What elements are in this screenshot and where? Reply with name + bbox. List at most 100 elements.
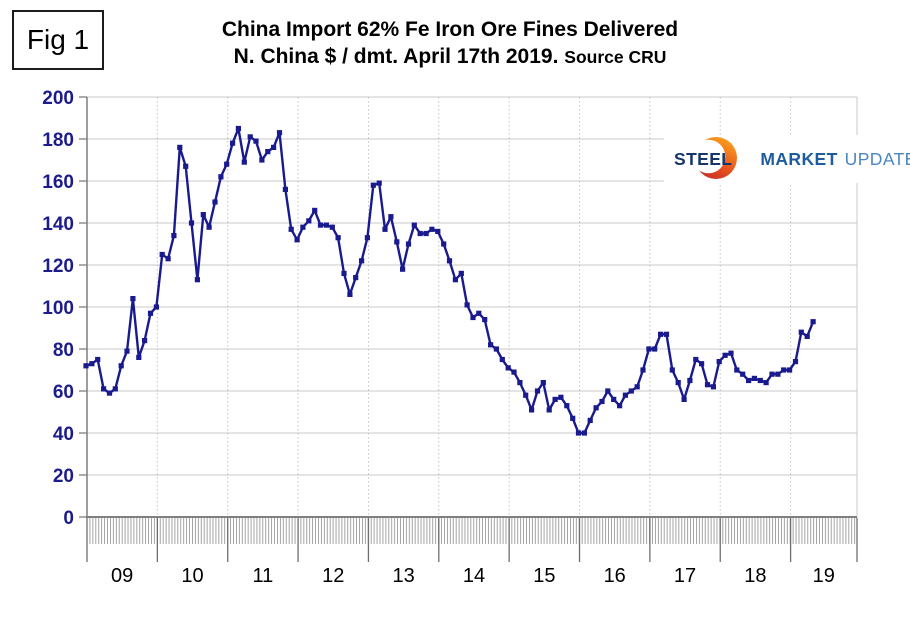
y-axis-label: 80 [53,340,74,361]
data-point-marker [493,346,499,352]
data-point-marker [159,251,165,258]
logo-word-update: UPDATE [844,149,910,169]
data-point-marker [611,396,617,402]
y-axis-label: 100 [42,298,74,319]
data-point-marker [663,331,670,337]
data-point-marker [488,342,494,348]
x-axis-year-label: 16 [604,565,626,587]
data-point-marker [740,371,746,377]
data-point-marker [787,367,793,373]
data-point-marker [411,222,417,228]
chart-title: China Import 62% Fe Iron Ore Fines Deliv… [110,16,790,71]
data-point-marker [194,277,200,283]
data-point-marker [769,371,775,377]
data-point-marker [511,369,517,375]
data-point-marker [499,356,505,363]
data-point-marker [722,352,728,358]
data-point-marker [546,407,552,413]
data-point-marker [118,363,124,369]
data-point-marker [523,392,529,398]
x-axis-year-label: 14 [463,565,485,587]
data-point-marker [810,319,816,325]
logo-text: STEEL MARKET UPDATE [674,149,910,170]
data-point-marker [171,233,177,239]
data-point-marker [458,270,464,276]
data-point-marker [300,224,306,230]
data-point-marker [669,367,675,373]
data-point-marker [153,304,159,310]
data-point-marker [640,367,646,373]
data-point-marker [505,365,511,371]
data-point-marker [751,375,757,381]
data-point-marker [265,149,271,155]
data-point-marker [605,388,611,394]
data-point-marker [517,380,523,386]
data-point-marker [388,214,394,220]
chart-title-line1: China Import 62% Fe Iron Ore Fines Deliv… [221,18,679,41]
x-axis-year-label: 18 [744,565,766,587]
data-point-marker [681,396,687,402]
data-point-marker [376,180,382,186]
data-point-marker [441,241,447,247]
data-point-marker [728,350,734,356]
logo-word-market: MARKET [760,149,838,169]
data-point-marker [564,403,570,409]
x-axis-year-label: 11 [253,565,274,587]
data-point-marker [259,157,265,163]
data-point-marker [382,226,388,232]
data-point-marker [353,275,359,281]
data-point-marker [359,258,365,264]
data-point-marker [693,356,699,363]
data-point-marker [400,266,406,272]
data-point-marker [599,398,605,405]
data-point-marker [798,329,804,335]
y-axis-label: 180 [42,130,74,151]
data-point-marker [593,405,599,411]
data-point-marker [200,212,206,218]
data-point-marker [482,317,488,323]
data-point-marker [130,296,136,302]
x-axis-year-label: 13 [392,565,414,587]
data-point-marker [734,367,740,373]
data-point-marker [136,354,142,360]
data-point-marker [781,367,787,373]
y-axis-label: 140 [42,214,74,235]
data-point-marker [675,380,681,386]
data-point-marker [558,394,564,400]
data-point-marker [704,382,711,388]
data-point-marker [95,356,101,363]
chart-title-source: Source CRU [564,47,667,67]
data-point-marker [364,235,370,241]
x-axis-year-label: 15 [533,565,555,587]
data-point-marker [317,222,324,228]
data-point-marker [218,174,224,180]
data-point-marker [124,348,130,354]
data-point-marker [188,220,195,226]
data-point-marker [282,186,288,192]
data-point-marker [617,403,623,409]
data-point-marker [142,338,148,344]
data-point-marker [294,237,300,243]
x-axis-year-label: 12 [322,565,344,587]
data-point-marker [341,270,347,276]
figure-label-box: Fig 1 [12,10,104,70]
data-point-marker [570,415,576,421]
data-point-marker [370,182,376,188]
data-point-marker [177,144,183,150]
data-point-marker [628,388,634,394]
data-point-marker [470,314,476,321]
data-point-marker [83,363,89,369]
y-axis-label: 60 [53,382,74,403]
x-axis-year-label: 17 [674,565,696,587]
data-point-marker [323,222,329,228]
x-axis-year-label: 19 [813,565,835,587]
data-point-marker [622,392,628,398]
data-point-marker [757,377,763,384]
data-point-marker [775,371,781,377]
y-axis-label: 160 [42,172,74,193]
data-point-marker [763,380,769,386]
data-point-marker [183,163,189,169]
figure-label: Fig 1 [26,24,90,55]
data-point-marker [552,396,558,402]
